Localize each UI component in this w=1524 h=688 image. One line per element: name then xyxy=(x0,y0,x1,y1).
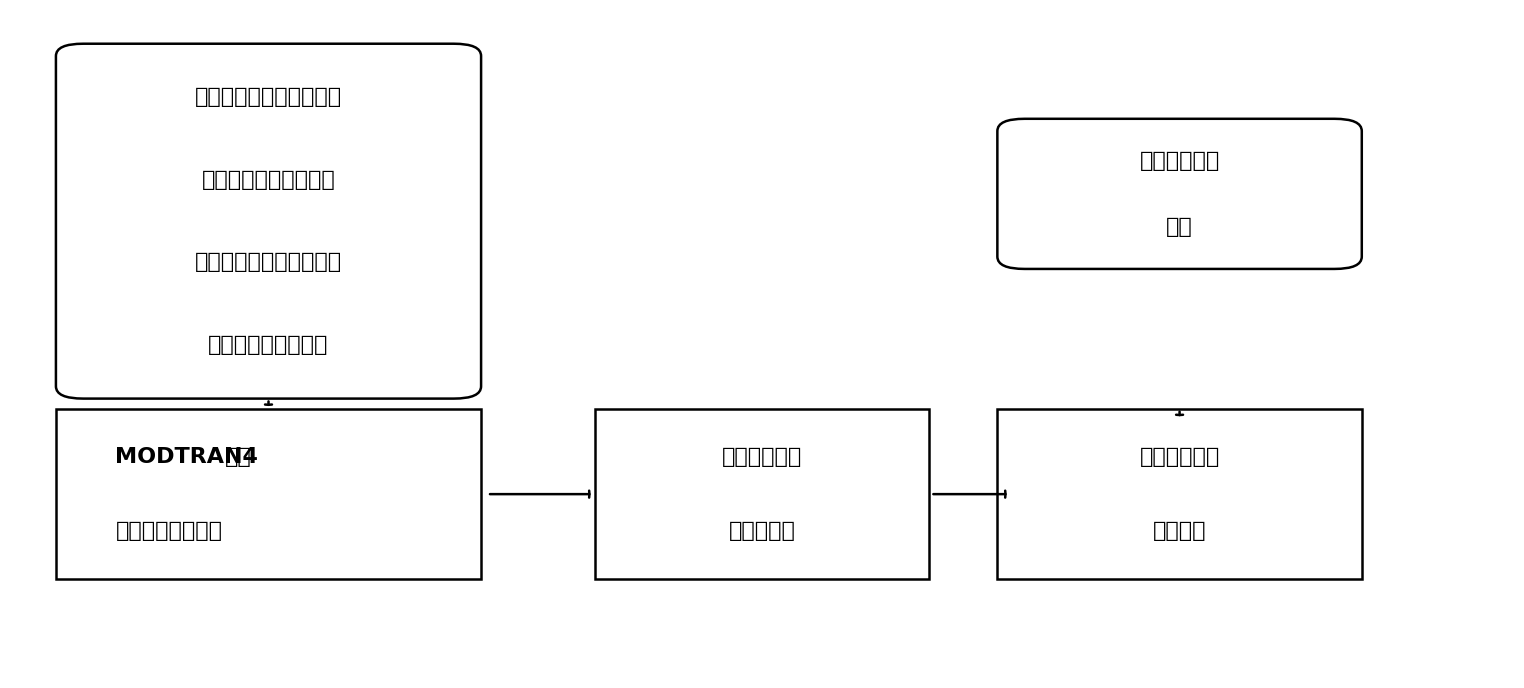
Text: 与测试模块: 与测试模块 xyxy=(728,522,796,541)
Text: 大气: 大气 xyxy=(226,447,251,467)
FancyBboxPatch shape xyxy=(997,409,1362,579)
FancyBboxPatch shape xyxy=(56,44,482,398)
FancyBboxPatch shape xyxy=(594,409,930,579)
Text: 输出大气水汽: 输出大气水汽 xyxy=(1140,151,1219,171)
FancyBboxPatch shape xyxy=(997,119,1362,269)
Text: 神经网络训练: 神经网络训练 xyxy=(722,447,802,467)
Text: MODTRAN4: MODTRAN4 xyxy=(116,447,259,467)
Text: 表温度、近地表空气温: 表温度、近地表空气温 xyxy=(201,170,335,190)
Text: 输入卫星和太阳位置、地: 输入卫星和太阳位置、地 xyxy=(195,87,341,107)
Text: 辐射传输模拟模块: 辐射传输模拟模块 xyxy=(116,522,223,541)
Text: 大气水汽含量: 大气水汽含量 xyxy=(1140,447,1219,467)
Text: 所在地区的大气参数: 所在地区的大气参数 xyxy=(209,335,329,355)
FancyBboxPatch shape xyxy=(56,409,482,579)
Text: 度、大气水分含量范围等: 度、大气水分含量范围等 xyxy=(195,252,341,272)
Text: 反演模块: 反演模块 xyxy=(1152,522,1207,541)
Text: 含量: 含量 xyxy=(1166,217,1193,237)
